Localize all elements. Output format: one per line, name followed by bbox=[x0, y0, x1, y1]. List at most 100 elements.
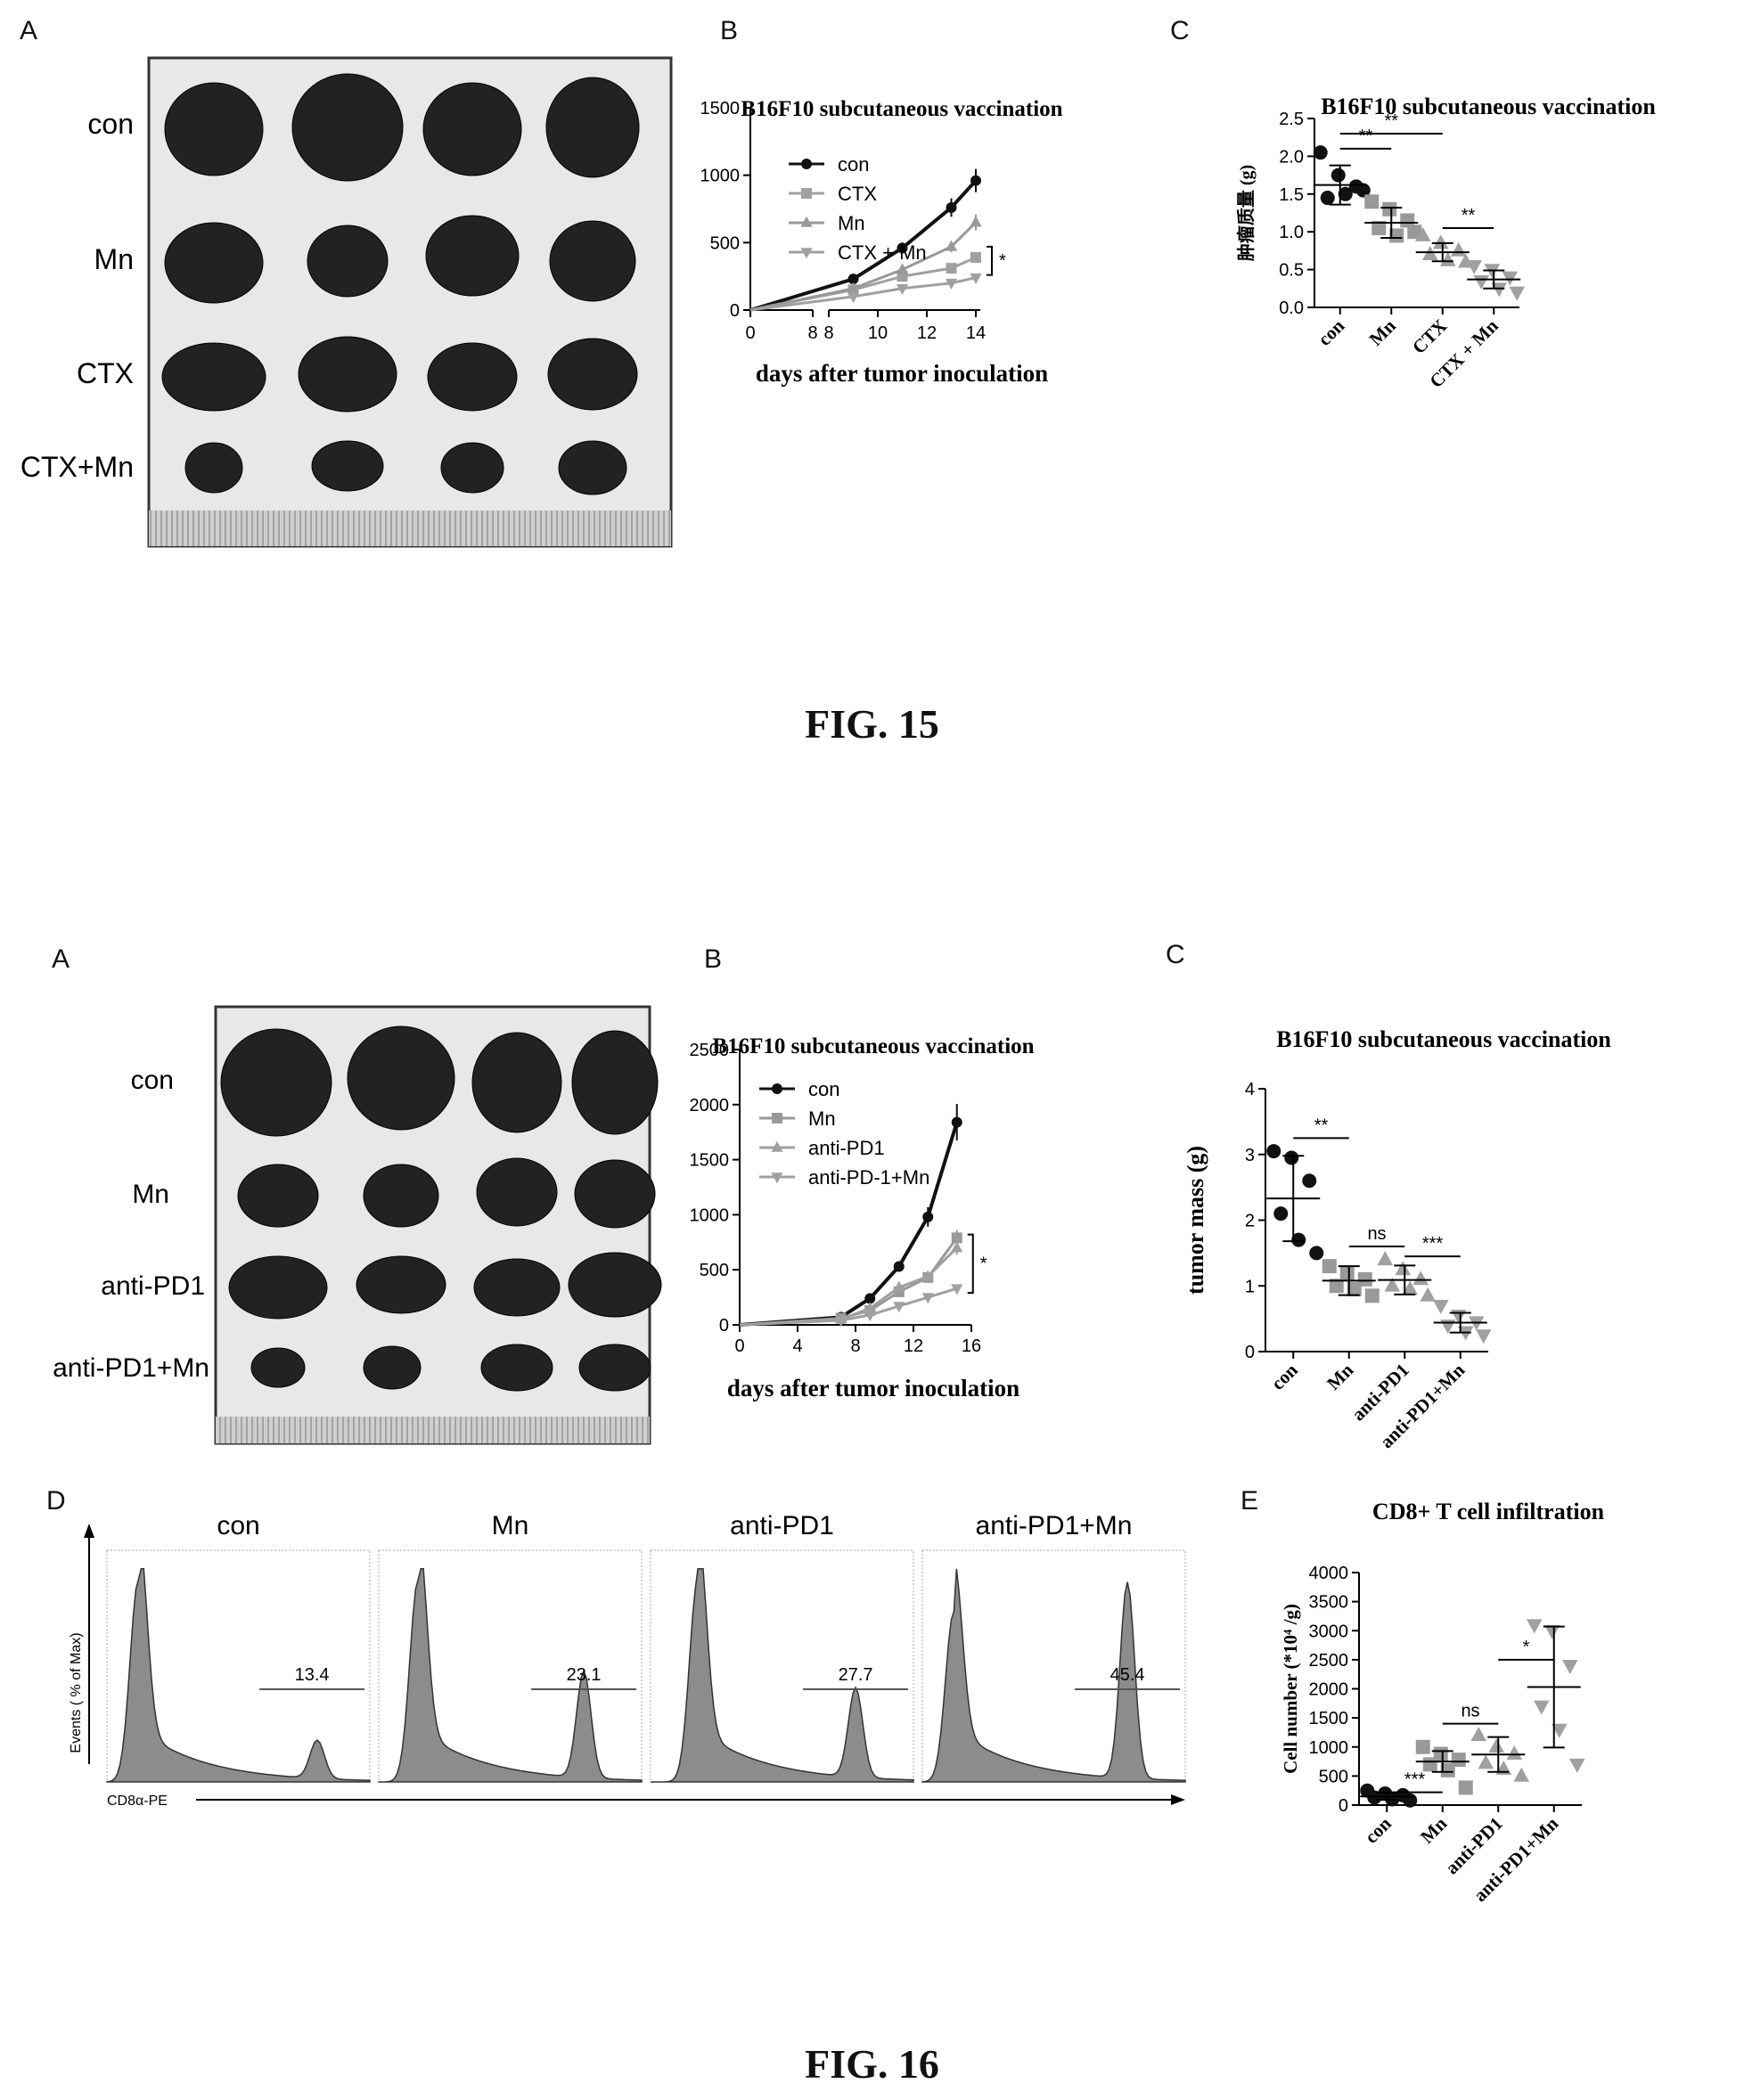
significance-label: *** bbox=[1404, 1770, 1426, 1790]
legend-label: con bbox=[808, 1078, 839, 1100]
data-point bbox=[922, 1211, 934, 1222]
significance-label: *** bbox=[1422, 1234, 1444, 1254]
y-tick-label: 4000 bbox=[1309, 1564, 1349, 1583]
x-tick-label: 12 bbox=[917, 323, 937, 343]
data-point bbox=[1407, 225, 1422, 240]
y-tick-label: 1500 bbox=[700, 99, 741, 118]
fig15-panel-b-label: B bbox=[720, 16, 739, 45]
data-point bbox=[921, 1293, 934, 1304]
data-point bbox=[864, 1302, 876, 1313]
data-point bbox=[1320, 191, 1335, 206]
histogram-frame bbox=[378, 1549, 643, 1783]
fig16-volume-chart: B16F10 subcutaneous vaccination 0 500 1000 1… bbox=[690, 1034, 1035, 1401]
fig16-mass-chart: B16F10 subcutaneous vaccination 0 1 2 3 4 tumo… bbox=[1183, 1026, 1611, 1452]
data-point bbox=[1339, 1265, 1355, 1280]
histogram-frame bbox=[921, 1549, 1186, 1783]
data-point bbox=[1371, 220, 1387, 235]
data-point bbox=[1488, 1738, 1505, 1753]
fig15-row-label: con bbox=[87, 108, 134, 140]
data-point bbox=[1364, 194, 1380, 209]
data-point bbox=[864, 1293, 876, 1304]
series-line bbox=[749, 276, 977, 312]
data-point bbox=[1322, 1259, 1337, 1274]
fig16-row-label: con bbox=[131, 1066, 174, 1095]
data-point bbox=[896, 263, 909, 274]
x-tick-label: con bbox=[1361, 1812, 1396, 1847]
data-point bbox=[1347, 1281, 1362, 1296]
fig16-panel-c-label: C bbox=[1166, 940, 1185, 969]
y-axis-label: tumor mass (g) bbox=[1183, 1146, 1208, 1295]
significance-label: ns bbox=[1461, 1702, 1479, 1721]
x-tick-label: 8 bbox=[807, 323, 817, 343]
y-tick-label: 500 bbox=[700, 1261, 729, 1280]
x-tick-label: 8 bbox=[850, 1336, 860, 1356]
data-point bbox=[1533, 1700, 1550, 1715]
x-tick-label: con bbox=[1314, 315, 1348, 349]
legend-label: Mn bbox=[808, 1107, 836, 1130]
legend-label: CTX + Mn bbox=[838, 241, 927, 264]
data-point bbox=[945, 240, 958, 251]
data-point bbox=[1382, 201, 1397, 217]
y-tick-label: 0.5 bbox=[1279, 261, 1304, 281]
data-point bbox=[951, 1116, 962, 1128]
legend-marker bbox=[771, 1173, 783, 1184]
data-point bbox=[1309, 1246, 1324, 1261]
chart-title: B16F10 subcutaneous vaccination bbox=[741, 97, 1062, 121]
histogram-title: anti-PD1 bbox=[730, 1515, 834, 1540]
data-point bbox=[1302, 1173, 1317, 1189]
data-point bbox=[951, 1241, 963, 1253]
data-point bbox=[970, 216, 982, 227]
data-point bbox=[945, 278, 958, 290]
y-tick-label: 2000 bbox=[1309, 1680, 1349, 1700]
data-point bbox=[951, 1232, 962, 1244]
histogram-title: con bbox=[217, 1515, 259, 1540]
data-point bbox=[835, 1316, 847, 1328]
significance-label: ** bbox=[1359, 127, 1373, 146]
significance-label: * bbox=[980, 1254, 987, 1273]
data-point bbox=[1478, 1754, 1494, 1769]
y-tick-label: 0 bbox=[730, 301, 740, 321]
y-tick-label: 1.0 bbox=[1279, 223, 1304, 242]
x-arrow-head bbox=[1171, 1794, 1185, 1805]
data-point bbox=[1450, 241, 1467, 257]
histogram-frame bbox=[650, 1549, 914, 1783]
y-tick-label: 1500 bbox=[690, 1151, 730, 1171]
x-tick-label: 14 bbox=[966, 323, 986, 343]
x-tick-label: Mn bbox=[1322, 1359, 1357, 1393]
y-tick-label: 2500 bbox=[690, 1041, 730, 1060]
y-tick-label: 1000 bbox=[1309, 1738, 1349, 1758]
legend-marker bbox=[801, 159, 812, 169]
data-point bbox=[847, 292, 860, 304]
fig16-panel-d-label: D bbox=[46, 1486, 66, 1516]
data-point bbox=[1509, 286, 1526, 301]
data-point bbox=[896, 283, 909, 295]
flow-x-label: CD8α-PE bbox=[107, 1794, 168, 1809]
y-tick-label: 3500 bbox=[1309, 1593, 1349, 1613]
data-point bbox=[1364, 1288, 1380, 1303]
data-point bbox=[1439, 251, 1456, 266]
series-line bbox=[739, 1287, 958, 1327]
y-tick-label: 3000 bbox=[1309, 1622, 1349, 1641]
gate-percent: 13.4 bbox=[295, 1665, 330, 1685]
data-point bbox=[1440, 1762, 1455, 1777]
data-point bbox=[893, 1302, 905, 1313]
fig15-row-label: Mn bbox=[94, 243, 134, 275]
data-point bbox=[864, 1311, 876, 1322]
y-tick-label: 2.0 bbox=[1279, 147, 1304, 167]
significance-label: * bbox=[999, 251, 1006, 271]
x-axis-label: days after tumor inoculation bbox=[756, 360, 1048, 387]
histogram-curve bbox=[921, 1568, 1186, 1783]
data-point bbox=[1568, 1758, 1585, 1773]
y-tick-label: 1000 bbox=[700, 167, 741, 186]
legend-label: con bbox=[838, 153, 869, 176]
y-tick-label: 0 bbox=[719, 1316, 729, 1336]
y-tick-label: 500 bbox=[710, 233, 740, 253]
data-point bbox=[1506, 1745, 1523, 1760]
legend-marker bbox=[772, 1113, 782, 1124]
fig16-row-label: anti-PD1+Mn bbox=[53, 1353, 209, 1383]
data-point bbox=[1331, 168, 1346, 183]
data-point bbox=[897, 242, 908, 254]
flow-y-label: Events ( % of Max) bbox=[69, 1632, 84, 1753]
significance-label: ** bbox=[1384, 111, 1398, 131]
histogram-curve bbox=[378, 1568, 643, 1783]
